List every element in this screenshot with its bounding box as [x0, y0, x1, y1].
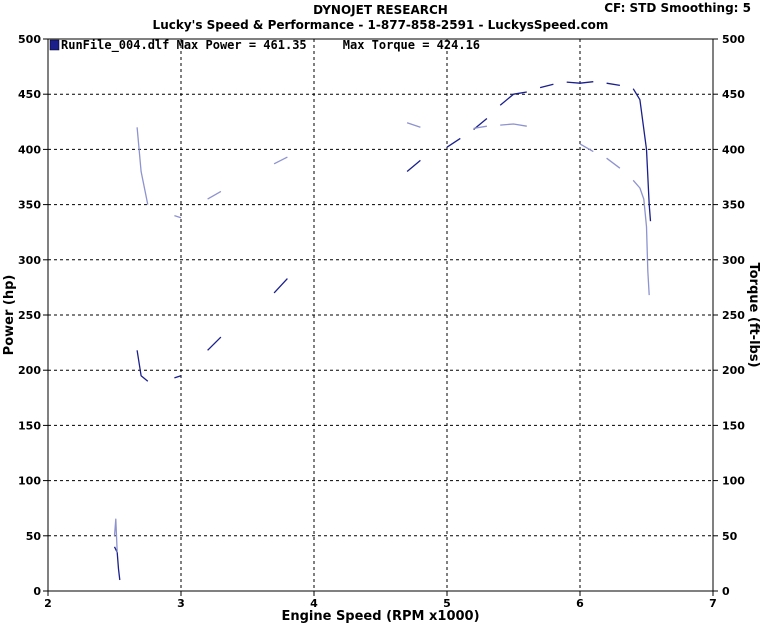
x-tick-label: 3 [177, 597, 185, 610]
y2-tick-label: 250 [722, 309, 745, 322]
grid-layer [48, 39, 713, 591]
torque-series-line [113, 518, 118, 553]
legend: RunFile_004.dlf Max Power = 461.35 Max T… [49, 38, 480, 53]
x-tick-label: 6 [576, 597, 584, 610]
power-series-line [406, 159, 421, 172]
y2-tick-label: 400 [722, 143, 745, 156]
y2-tick-label: 100 [722, 475, 745, 488]
y2-tick-label: 50 [722, 530, 738, 543]
y-tick-label: 200 [18, 364, 41, 377]
y-tick-label: 400 [18, 143, 41, 156]
power-series-line [174, 375, 182, 379]
y2-tick-label: 200 [722, 364, 745, 377]
torque-series-line [207, 190, 222, 200]
torque-series-line [136, 127, 149, 205]
torque-series-line [273, 156, 288, 165]
torque-series-line [632, 179, 650, 296]
y-tick-label: 300 [18, 254, 41, 267]
torque-series-line [406, 122, 421, 128]
x-tick-label: 4 [310, 597, 318, 610]
power-series-line [446, 137, 461, 148]
torque-series-line [606, 157, 621, 169]
y-axis-label: Power (hp) [2, 275, 17, 356]
torque-series-line [473, 125, 488, 130]
y2-axis-label: Torque (ft-lbs) [746, 262, 761, 367]
y-tick-label: 250 [18, 309, 41, 322]
series-layer [113, 81, 652, 581]
power-series-line [499, 91, 527, 106]
x-tick-label: 5 [443, 597, 451, 610]
power-series-line [136, 350, 149, 382]
torque-series-line [500, 123, 527, 127]
legend-text: RunFile_004.dlf Max Power = 461.35 Max T… [61, 38, 480, 53]
power-series-line [273, 278, 288, 294]
power-series-line [566, 81, 594, 84]
power-series-line [632, 88, 652, 222]
chart-subtitle: Lucky's Speed & Performance - 1-877-858-… [152, 18, 609, 32]
y2-tick-label: 150 [722, 419, 745, 432]
power-series-line [207, 336, 222, 351]
torque-series-line [174, 214, 182, 219]
chart-title: DYNOJET RESEARCH [313, 3, 448, 17]
power-series-line [113, 546, 121, 581]
y2-tick-label: 300 [722, 254, 745, 267]
y-tick-label: 350 [18, 199, 41, 212]
y-tick-label: 450 [18, 88, 41, 101]
y-tick-label: 0 [33, 585, 41, 598]
power-series-line [539, 83, 554, 89]
x-tick-label: 2 [44, 597, 52, 610]
x-axis-label: Engine Speed (RPM x1000) [281, 609, 479, 623]
y-tick-label: 500 [18, 33, 41, 46]
y-tick-label: 100 [18, 475, 41, 488]
y2-tick-label: 500 [722, 33, 745, 46]
power-series-line [606, 82, 621, 87]
y-tick-label: 150 [18, 419, 41, 432]
y2-tick-label: 350 [722, 199, 745, 212]
legend-swatch [49, 39, 60, 51]
correction-factor-label: CF: STD Smoothing: 5 [604, 1, 751, 15]
y2-tick-label: 0 [722, 585, 730, 598]
y-tick-label: 50 [26, 530, 42, 543]
x-tick-label: 7 [709, 597, 717, 610]
torque-series-line [579, 143, 594, 153]
y2-tick-label: 450 [722, 88, 745, 101]
